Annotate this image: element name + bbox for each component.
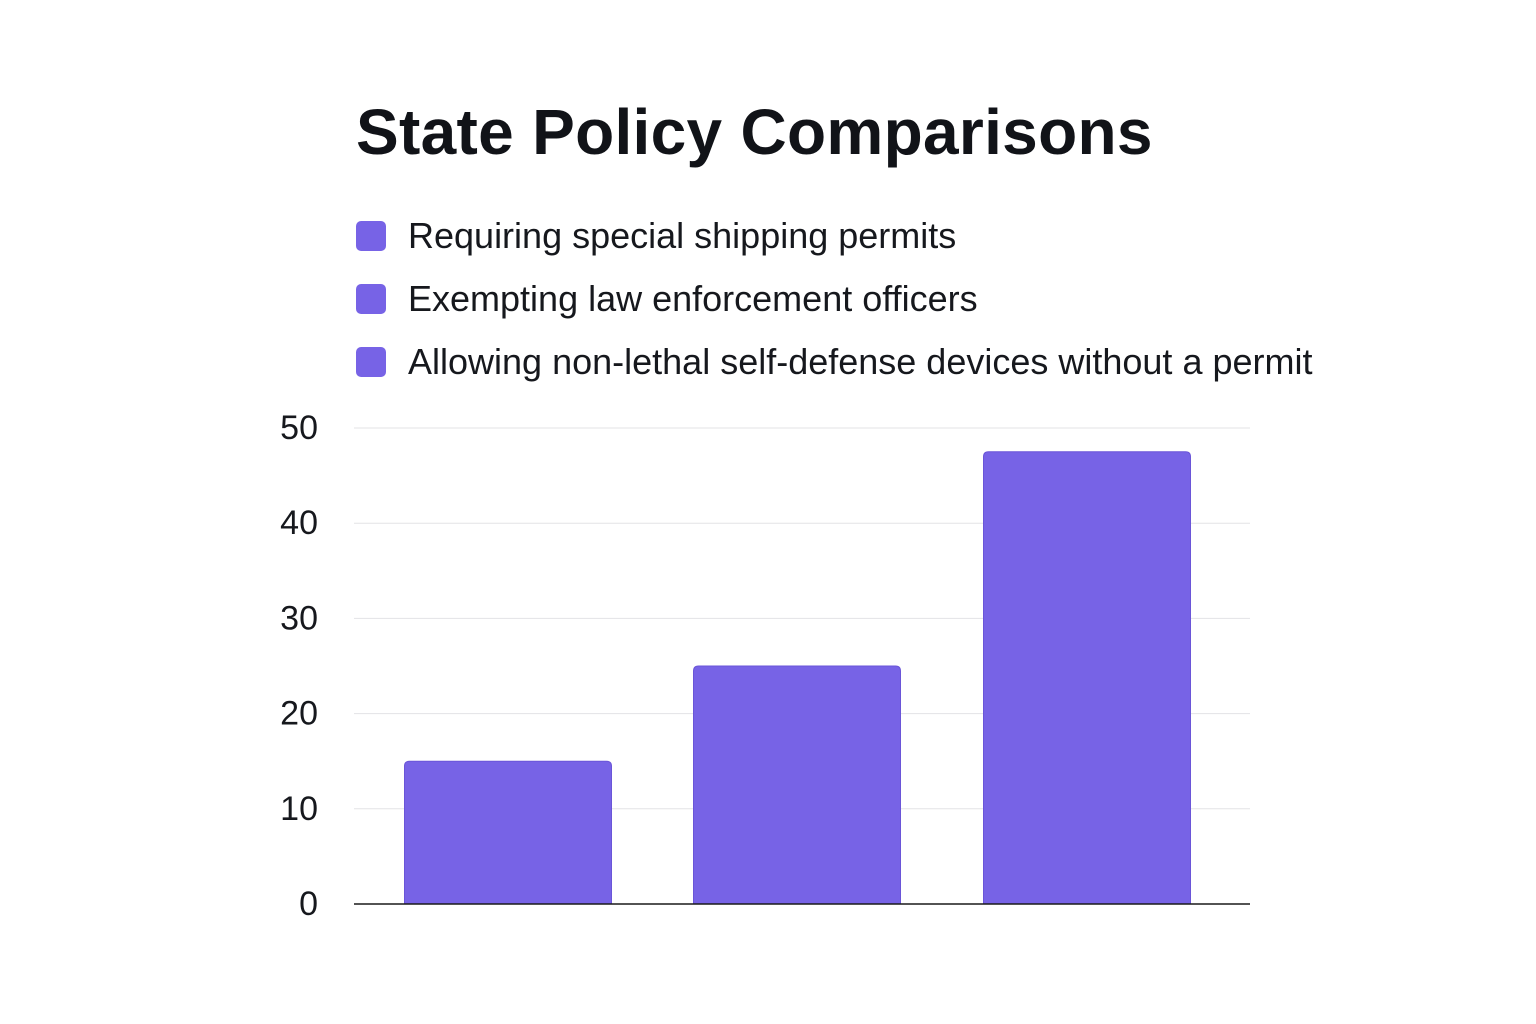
- legend-item: Requiring special shipping permits: [356, 204, 1312, 267]
- bar: [404, 760, 612, 905]
- bar: [693, 665, 901, 905]
- y-tick-label: 30: [280, 599, 318, 637]
- legend-swatch: [356, 220, 386, 251]
- legend-label: Allowing non-lethal self-defense devices…: [408, 340, 1313, 382]
- bar: [983, 451, 1191, 905]
- legend-item: Allowing non-lethal self-defense devices…: [356, 330, 1312, 393]
- legend: Requiring special shipping permits Exemp…: [356, 204, 1312, 393]
- legend-item: Exempting law enforcement officers: [356, 267, 1312, 330]
- legend-swatch: [356, 346, 386, 377]
- y-tick-label: 10: [280, 790, 318, 828]
- y-tick-label: 50: [280, 409, 318, 447]
- y-tick-label: 40: [280, 504, 318, 542]
- legend-label: Exempting law enforcement officers: [408, 277, 978, 319]
- legend-label: Requiring special shipping permits: [408, 214, 957, 256]
- chart-title: State Policy Comparisons: [356, 96, 1153, 168]
- y-tick-label: 20: [280, 695, 318, 733]
- legend-swatch: [356, 283, 386, 314]
- y-tick-label: 0: [299, 885, 318, 923]
